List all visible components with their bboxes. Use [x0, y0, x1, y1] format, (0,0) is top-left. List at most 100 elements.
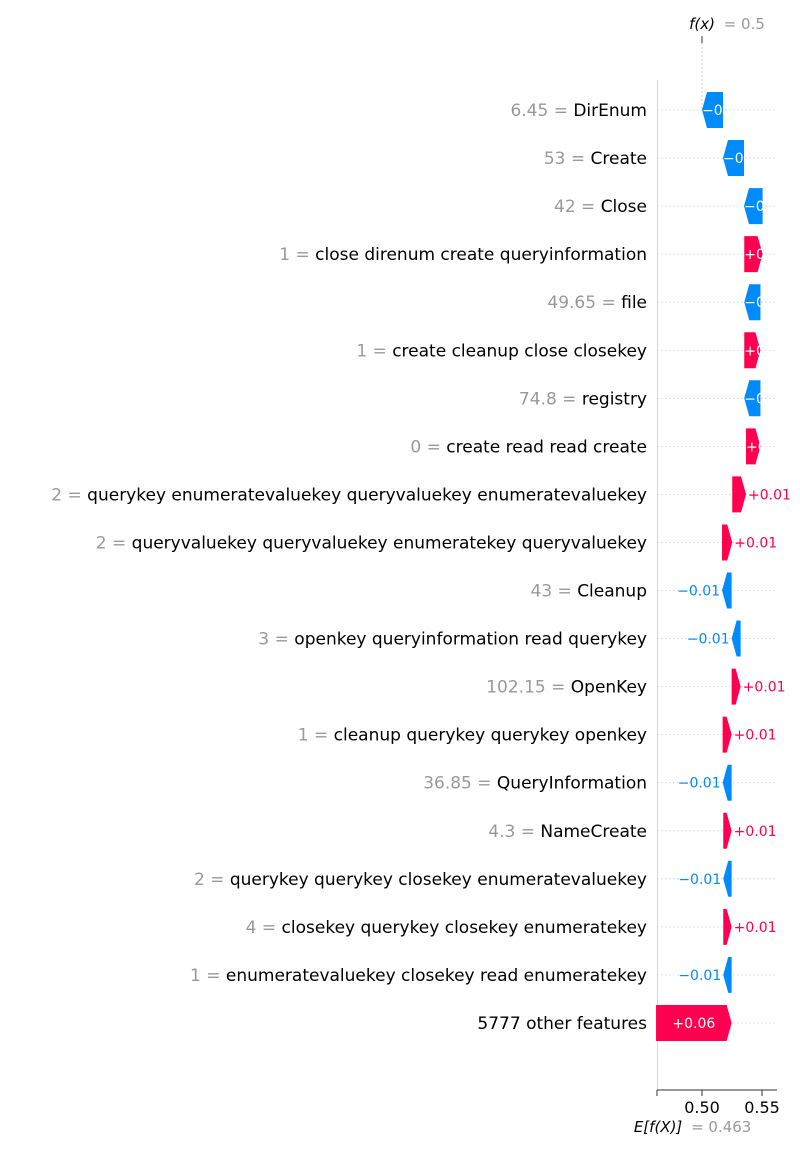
feature-value: 4 =: [246, 918, 282, 938]
shap-value-label: +0.01: [748, 487, 791, 503]
expected-value-annotation: E[f(X)] = 0.463: [634, 1118, 752, 1136]
feature-value: 42 =: [554, 197, 601, 217]
x-tick-label: 0.50: [684, 1098, 720, 1117]
negative-shap-bar: [744, 380, 761, 417]
feature-value: 74.8 =: [519, 389, 582, 409]
feature-label: 5777 other features: [477, 1014, 647, 1034]
row-grid-lines: [657, 109, 777, 1024]
negative-shap-bar: [744, 188, 763, 225]
shap-value-label: −0.01: [744, 295, 787, 311]
shap-value-label: −0.01: [678, 776, 721, 792]
positive-shap-bar: [723, 908, 732, 945]
x-tick-label: 0.55: [744, 1098, 780, 1117]
feature-name: 5777 other features: [477, 1014, 647, 1034]
feature-name: file: [621, 293, 647, 313]
shap-value-label: −0.02: [702, 103, 745, 119]
bars: −0.02 −0.02 −0.02 +0.02 −0.01 +0.01 −0.01 +0.01…: [656, 92, 791, 1041]
expected-value-label: E[f(X)] = 0.463: [634, 1118, 752, 1136]
negative-shap-bar: [731, 620, 741, 657]
positive-shap-bar: [732, 476, 747, 513]
feature-name: QueryInformation: [497, 774, 647, 794]
feature-name: queryvaluekey queryvaluekey enumeratekey…: [132, 533, 647, 553]
feature-label: 2 = querykey enumeratevaluekey queryvalu…: [51, 485, 647, 505]
feature-label: 1 = create cleanup close closekey: [356, 341, 647, 361]
shap-value-label: +0.01: [734, 920, 777, 936]
feature-name: querykey querykey closekey enumeratevalu…: [230, 870, 647, 890]
feature-name: create cleanup close closekey: [392, 341, 647, 361]
shap-value-label: +0.01: [746, 439, 789, 455]
feature-name: OpenKey: [571, 678, 647, 698]
feature-name: Close: [601, 197, 647, 217]
negative-shap-bar: [702, 92, 723, 128]
feature-label: 36.85 = QueryInformation: [423, 774, 647, 794]
positive-shap-bar: [723, 812, 732, 849]
shap-value-label: −0.01: [687, 632, 730, 648]
fx-value: = 0.5: [724, 15, 765, 33]
feature-label: 6.45 = DirEnum: [510, 101, 647, 121]
shap-value-label: −0.02: [723, 151, 766, 167]
x-axis: 0.50 0.55: [656, 1089, 780, 1117]
feature-name: registry: [582, 389, 647, 409]
feature-name: create read read create: [446, 437, 647, 457]
expected-value-number: = 0.463: [691, 1118, 751, 1136]
shap-value-label: −0.01: [744, 391, 787, 407]
feature-name: enumeratevaluekey closekey read enumerat…: [226, 966, 647, 986]
feature-label: 53 = Create: [544, 149, 647, 169]
feature-label: 3 = openkey queryinformation read queryk…: [258, 630, 647, 650]
negative-shap-bar: [723, 140, 744, 177]
feature-label: 4.3 = NameCreate: [488, 822, 647, 842]
feature-label: 2 = queryvaluekey queryvaluekey enumerat…: [96, 533, 647, 553]
feature-value: 49.65 =: [547, 293, 621, 313]
feature-name: Create: [591, 149, 648, 169]
fx-annotation: f(x) = 0.5: [689, 15, 765, 43]
feature-label: 1 = close direnum create queryinformatio…: [279, 245, 647, 265]
fx-label: f(x) = 0.5: [689, 15, 765, 33]
feature-label: 4 = closekey querykey closekey enumerate…: [246, 918, 647, 938]
feature-label: 0 = create read read create: [410, 437, 647, 457]
negative-shap-bar: [722, 572, 732, 609]
feature-value: 1 =: [356, 341, 392, 361]
feature-value: 36.85 =: [423, 774, 497, 794]
negative-shap-bar: [723, 956, 732, 993]
feature-value: 1 =: [298, 726, 334, 746]
feature-name: close direnum create queryinformation: [315, 245, 647, 265]
positive-shap-bar: [731, 668, 741, 705]
feature-value: 1 =: [279, 245, 315, 265]
shap-value-label: −0.02: [744, 199, 787, 215]
feature-value: 1 =: [190, 966, 226, 986]
positive-shap-bar: [744, 332, 761, 369]
expected-value-symbol: E[f(X)]: [634, 1118, 683, 1136]
feature-label: 49.65 = file: [547, 293, 647, 313]
feature-value: 2 =: [194, 870, 230, 890]
negative-shap-bar: [723, 860, 732, 897]
shap-value-label: +0.06: [672, 1016, 715, 1032]
feature-value: 0 =: [410, 437, 446, 457]
negative-shap-bar: [722, 764, 732, 801]
shap-value-label: +0.01: [744, 343, 787, 359]
feature-label: 102.15 = OpenKey: [486, 678, 647, 698]
feature-label: 74.8 = registry: [519, 389, 647, 409]
feature-value: 6.45 =: [510, 101, 573, 121]
feature-name: Cleanup: [577, 582, 647, 602]
feature-label: 1 = enumeratevaluekey closekey read enum…: [190, 966, 647, 986]
shap-value-label: +0.02: [744, 247, 787, 263]
feature-value: 2 =: [96, 533, 132, 553]
positive-shap-bar: [744, 236, 763, 273]
positive-shap-bar: [746, 428, 761, 465]
feature-label: 43 = Cleanup: [531, 582, 648, 602]
positive-shap-bar: [722, 716, 732, 753]
negative-shap-bar: [744, 284, 761, 321]
feature-label: 2 = querykey querykey closekey enumerate…: [194, 870, 647, 890]
feature-name: closekey querykey closekey enumeratekey: [282, 918, 647, 938]
feature-name: querykey enumeratevaluekey queryvaluekey…: [87, 485, 647, 505]
shap-value-label: +0.01: [734, 824, 777, 840]
feature-value: 4.3 =: [488, 822, 540, 842]
positive-shap-bar: [722, 524, 733, 561]
shap-value-label: −0.01: [678, 872, 721, 888]
feature-name: openkey queryinformation read querykey: [294, 630, 647, 650]
shap-value-label: −0.01: [677, 584, 720, 600]
feature-value: 2 =: [51, 485, 87, 505]
feature-label: 42 = Close: [554, 197, 647, 217]
feature-value: 102.15 =: [486, 678, 571, 698]
